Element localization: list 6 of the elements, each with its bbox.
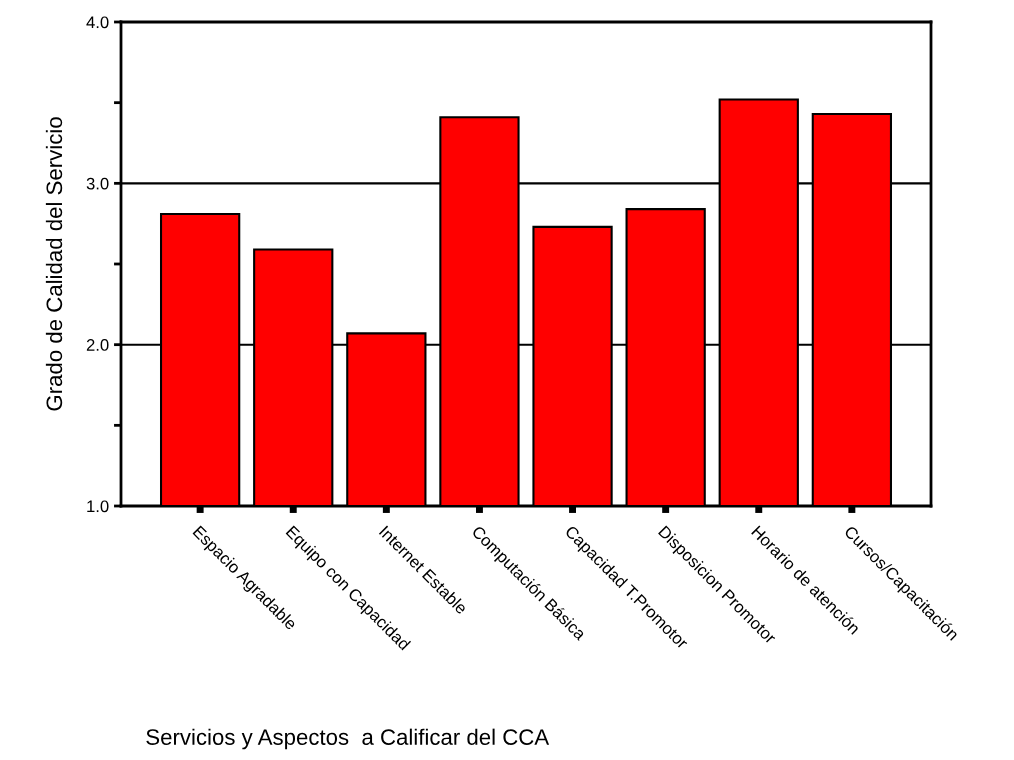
y-axis-title: Grado de Calidad del Servicio xyxy=(45,117,63,411)
x-axis-title: Servicios y Aspectos a Calificar del CCA xyxy=(146,728,550,750)
y-tick-label: 3.0 xyxy=(86,177,109,190)
y-tick-label: 4.0 xyxy=(86,16,109,29)
y-tick-label: 2.0 xyxy=(86,339,109,351)
y-tick-label: 1.0 xyxy=(87,500,109,513)
